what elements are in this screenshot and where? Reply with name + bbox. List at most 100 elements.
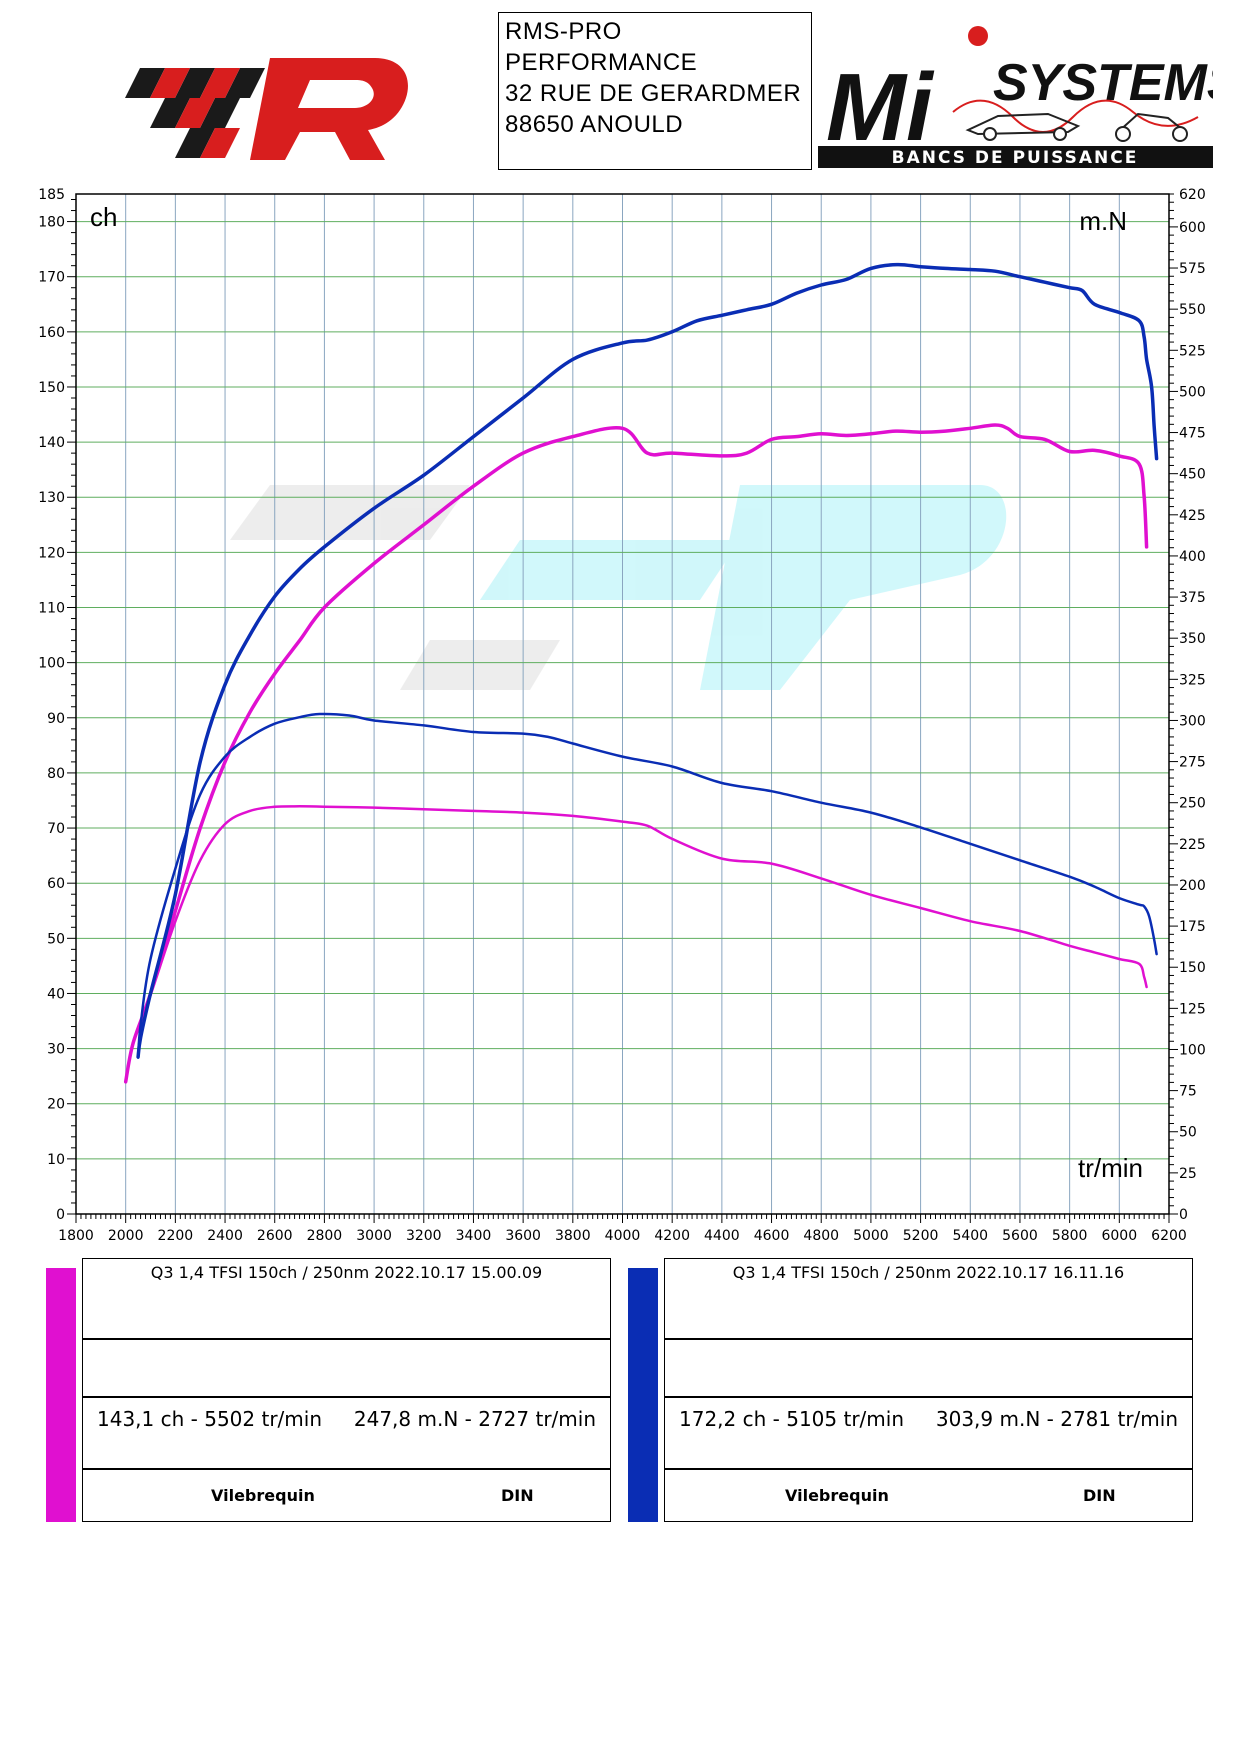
- left-tick-label: 90: [47, 711, 65, 727]
- run-card-2: Q3 1,4 TFSI 150ch / 250nm 2022.10.17 16.…: [628, 1258, 1198, 1522]
- motorbike-icon: [1117, 112, 1184, 133]
- left-tick-label: 110: [38, 601, 65, 617]
- x-tick-label: 6000: [1101, 1228, 1137, 1244]
- left-tick-label: 160: [38, 325, 65, 341]
- right-tick-label: 150: [1179, 960, 1206, 976]
- right-tick-label: 200: [1179, 878, 1206, 894]
- x-tick-label: 5800: [1052, 1228, 1088, 1244]
- right-axis-label: m.N: [1079, 206, 1127, 236]
- run1-torque-curve: [124, 805, 1148, 1084]
- measure-point: Vilebrequin: [211, 1486, 315, 1505]
- run-color-swatch: [46, 1268, 76, 1522]
- run-table: Q3 1,4 TFSI 150ch / 250nm 2022.10.17 15.…: [82, 1258, 611, 1522]
- power-result: 172,2 ch - 5105 tr/min: [679, 1407, 904, 1431]
- right-tick-label: 525: [1179, 343, 1206, 359]
- left-tick-label: 40: [47, 986, 65, 1002]
- x-tick-label: 2400: [207, 1228, 243, 1244]
- power-result: 143,1 ch - 5502 tr/min: [97, 1407, 322, 1431]
- x-tick-label: 3800: [555, 1228, 591, 1244]
- right-tick-label: 375: [1179, 590, 1206, 606]
- x-tick-label: 2200: [158, 1228, 194, 1244]
- right-tick-label: 0: [1179, 1207, 1188, 1223]
- x-tick-label: 6200: [1151, 1228, 1187, 1244]
- right-tick-label: 500: [1179, 384, 1206, 400]
- x-axis-label: tr/min: [1078, 1153, 1143, 1183]
- x-tick-label: 5600: [1002, 1228, 1038, 1244]
- logo-brand: SYSTEMS: [993, 54, 1213, 112]
- left-tick-label: 30: [47, 1042, 65, 1058]
- address-line: PERFORMANCE: [505, 49, 698, 76]
- right-tick-label: 425: [1179, 508, 1206, 524]
- rms-logo: [125, 58, 408, 160]
- standard-label: DIN: [501, 1486, 534, 1505]
- watermark-logo: [230, 485, 1007, 690]
- x-tick-label: 3200: [406, 1228, 442, 1244]
- run2-torque-curve: [136, 712, 1158, 1059]
- axes: 0 10 20 30 40 50 60 70 80 90 100 110 120 130 140 150 160…: [38, 187, 1205, 1244]
- left-tick-label: 70: [47, 821, 65, 837]
- misystems-logo: Mi SYSTEMS BANCS DE PUISSANCE: [818, 26, 1213, 168]
- run-title: Q3 1,4 TFSI 150ch / 250nm 2022.10.17 16.…: [732, 1263, 1125, 1282]
- right-tick-label: 50: [1179, 1125, 1197, 1141]
- address-line: 32 RUE DE GERARDMER: [505, 80, 802, 107]
- x-tick-label: 4600: [754, 1228, 790, 1244]
- right-tick-label: 600: [1179, 220, 1206, 236]
- left-tick-label: 60: [47, 876, 65, 892]
- right-tick-label: 100: [1179, 1042, 1206, 1058]
- right-tick-label: 75: [1179, 1084, 1197, 1100]
- logo-initials: Mi: [826, 54, 935, 161]
- left-tick-label: 50: [47, 931, 65, 947]
- run-table: Q3 1,4 TFSI 150ch / 250nm 2022.10.17 16.…: [664, 1258, 1193, 1522]
- x-tick-label: 3000: [356, 1228, 392, 1244]
- run-title: Q3 1,4 TFSI 150ch / 250nm 2022.10.17 15.…: [150, 1263, 543, 1282]
- x-tick-label: 5200: [903, 1228, 939, 1244]
- x-tick-label: 1800: [58, 1228, 94, 1244]
- right-tick-label: 550: [1179, 302, 1206, 318]
- right-tick-label: 575: [1179, 261, 1206, 277]
- left-tick-label: 170: [38, 270, 65, 286]
- right-tick-label: 250: [1179, 796, 1206, 812]
- x-tick-label: 5000: [853, 1228, 889, 1244]
- left-tick-label: 80: [47, 766, 65, 782]
- right-tick-label: 400: [1179, 549, 1206, 565]
- left-tick-label: 140: [38, 435, 65, 451]
- logo-tagline: BANCS DE PUISSANCE: [892, 148, 1139, 168]
- x-tick-label: 3400: [456, 1228, 492, 1244]
- grid: [76, 194, 1169, 1214]
- right-tick-label: 25: [1179, 1166, 1197, 1182]
- x-tick-label: 3600: [505, 1228, 541, 1244]
- right-tick-label: 475: [1179, 426, 1206, 442]
- address-box: RMS-PRO PERFORMANCE 32 RUE DE GERARDMER …: [498, 12, 812, 170]
- right-tick-label: 300: [1179, 713, 1206, 729]
- x-tick-label: 4800: [803, 1228, 839, 1244]
- series-layer: [123, 262, 1159, 1084]
- logo-wave: [952, 99, 1199, 133]
- left-tick-label: 120: [38, 545, 65, 561]
- run-card-1: Q3 1,4 TFSI 150ch / 250nm 2022.10.17 15.…: [46, 1258, 616, 1522]
- left-tick-label: 10: [47, 1152, 65, 1168]
- standard-label: DIN: [1083, 1486, 1116, 1505]
- right-tick-label: 450: [1179, 467, 1206, 483]
- x-tick-label: 2600: [257, 1228, 293, 1244]
- address-line: RMS-PRO: [505, 18, 622, 45]
- x-tick-label: 2000: [108, 1228, 144, 1244]
- torque-result: 247,8 m.N - 2727 tr/min: [353, 1407, 596, 1431]
- left-tick-label: 0: [56, 1207, 65, 1223]
- right-tick-label: 350: [1179, 631, 1206, 647]
- right-tick-label: 125: [1179, 1001, 1206, 1017]
- car-icon: [965, 112, 1081, 136]
- left-tick-label: 130: [38, 490, 65, 506]
- right-tick-label: 275: [1179, 755, 1206, 771]
- run2-power-curve: [136, 262, 1159, 1059]
- logo-dot: [968, 26, 988, 46]
- x-tick-label: 4400: [704, 1228, 740, 1244]
- left-tick-label: 150: [38, 380, 65, 396]
- left-tick-label: 180: [38, 215, 65, 231]
- run-color-swatch: [628, 1268, 658, 1522]
- right-tick-label: 225: [1179, 837, 1206, 853]
- x-tick-label: 4000: [605, 1228, 641, 1244]
- right-tick-label: 175: [1179, 919, 1206, 935]
- x-tick-label: 2800: [307, 1228, 343, 1244]
- measure-point: Vilebrequin: [785, 1486, 889, 1505]
- torque-result: 303,9 m.N - 2781 tr/min: [935, 1407, 1178, 1431]
